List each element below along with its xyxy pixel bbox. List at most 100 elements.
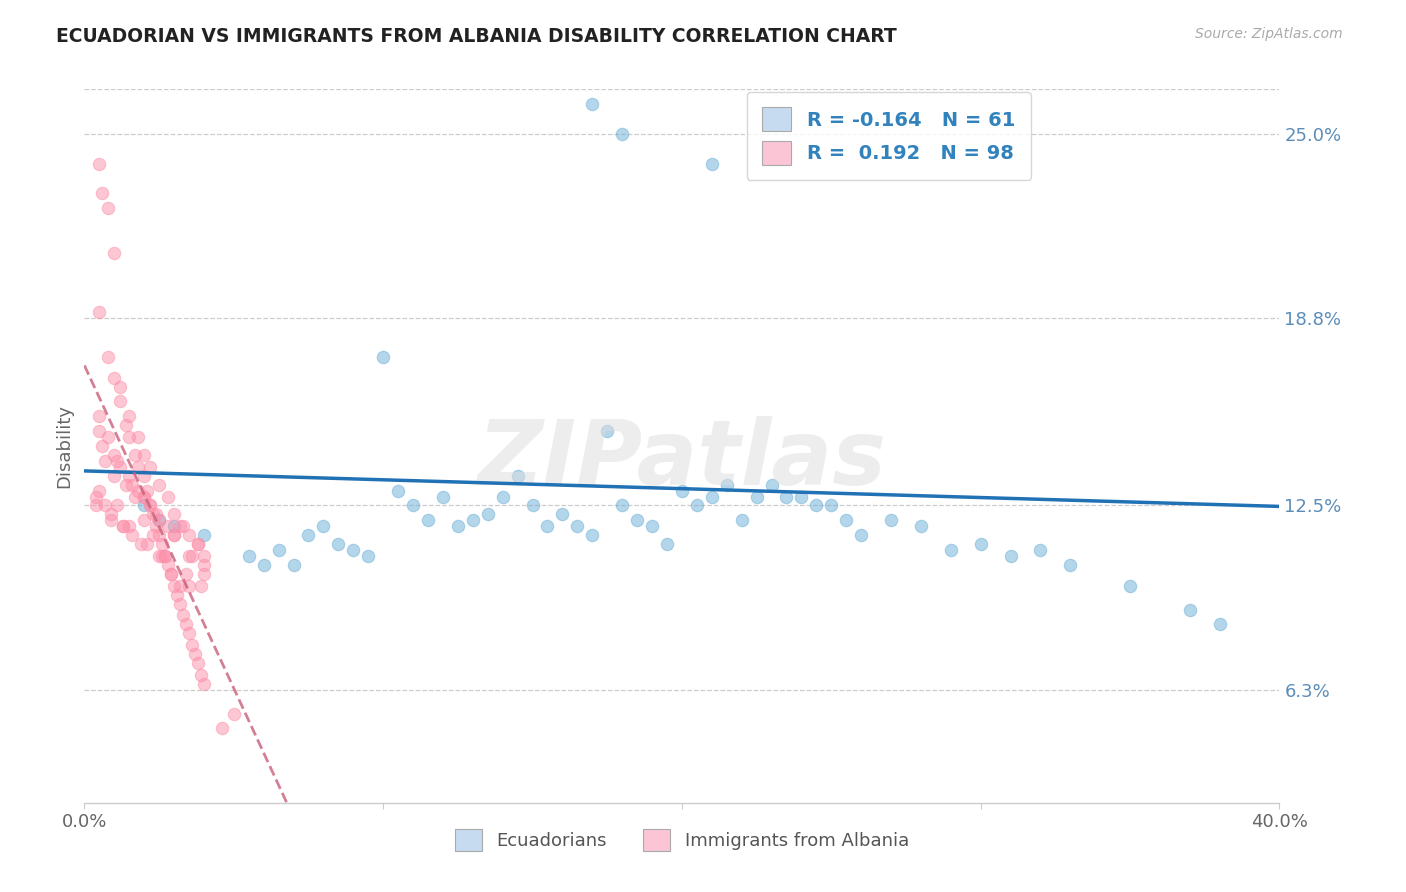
Point <box>551 508 574 522</box>
Point <box>169 519 191 533</box>
Point <box>129 537 152 551</box>
Point <box>184 647 207 661</box>
Point <box>118 468 141 483</box>
Point <box>163 579 186 593</box>
Point <box>835 513 858 527</box>
Point <box>163 528 186 542</box>
Point <box>172 608 194 623</box>
Point <box>190 579 212 593</box>
Point <box>211 722 233 736</box>
Point <box>103 370 125 384</box>
Point <box>193 528 215 542</box>
Point <box>110 459 132 474</box>
Point <box>238 549 260 563</box>
Point <box>172 519 194 533</box>
Point <box>193 558 215 572</box>
Point <box>110 379 132 393</box>
Point <box>157 519 180 533</box>
Point <box>312 519 335 533</box>
Point <box>91 439 114 453</box>
Point <box>1000 549 1022 563</box>
Point <box>163 528 186 542</box>
Point <box>115 418 138 433</box>
Point <box>97 201 120 215</box>
Point <box>1209 617 1232 632</box>
Point <box>142 508 165 522</box>
Point <box>121 528 143 542</box>
Point <box>121 477 143 491</box>
Point <box>127 430 149 444</box>
Point <box>551 37 574 52</box>
Point <box>163 519 186 533</box>
Point <box>536 519 558 533</box>
Point <box>567 519 589 533</box>
Point <box>148 513 170 527</box>
Point <box>700 156 723 170</box>
Point <box>169 579 191 593</box>
Point <box>103 448 125 462</box>
Point <box>193 566 215 581</box>
Point <box>477 508 499 522</box>
Point <box>177 626 200 640</box>
Point <box>145 519 167 533</box>
Point <box>115 477 138 491</box>
Point <box>328 537 350 551</box>
Point <box>132 513 156 527</box>
Point <box>118 519 141 533</box>
Point <box>700 490 723 504</box>
Text: ZIPatlas: ZIPatlas <box>478 417 886 504</box>
Point <box>97 350 120 364</box>
Point <box>160 566 183 581</box>
Point <box>190 668 212 682</box>
Point <box>461 513 484 527</box>
Legend: Ecuadorians, Immigrants from Albania: Ecuadorians, Immigrants from Albania <box>447 822 917 858</box>
Point <box>267 543 290 558</box>
Point <box>253 558 276 572</box>
Point <box>731 513 754 527</box>
Point <box>124 490 146 504</box>
Point <box>775 490 797 504</box>
Point <box>127 459 149 474</box>
Point <box>174 566 197 581</box>
Point <box>89 409 111 424</box>
Point <box>910 519 932 533</box>
Point <box>105 454 128 468</box>
Point <box>89 305 111 319</box>
Point <box>163 508 186 522</box>
Point <box>596 424 619 438</box>
Point <box>686 499 709 513</box>
Point <box>110 394 132 409</box>
Point <box>139 499 162 513</box>
Point <box>387 483 409 498</box>
Point <box>342 543 364 558</box>
Point <box>105 499 128 513</box>
Point <box>145 508 167 522</box>
Point <box>641 519 664 533</box>
Point <box>506 468 529 483</box>
Point <box>150 549 173 563</box>
Point <box>136 483 159 498</box>
Point <box>100 513 122 527</box>
Point <box>671 483 693 498</box>
Point <box>148 513 170 527</box>
Point <box>181 638 204 652</box>
Point <box>97 430 120 444</box>
Point <box>522 499 544 513</box>
Point <box>373 350 395 364</box>
Point <box>160 566 183 581</box>
Point <box>626 513 648 527</box>
Point <box>193 677 215 691</box>
Y-axis label: Disability: Disability <box>55 404 73 488</box>
Text: Source: ZipAtlas.com: Source: ZipAtlas.com <box>1195 27 1343 41</box>
Point <box>157 490 180 504</box>
Point <box>103 468 125 483</box>
Point <box>118 409 141 424</box>
Point <box>148 528 170 542</box>
Point <box>177 528 200 542</box>
Point <box>86 490 108 504</box>
Point <box>89 156 111 170</box>
Point <box>150 537 173 551</box>
Point <box>581 528 603 542</box>
Point <box>447 519 470 533</box>
Point <box>103 245 125 260</box>
